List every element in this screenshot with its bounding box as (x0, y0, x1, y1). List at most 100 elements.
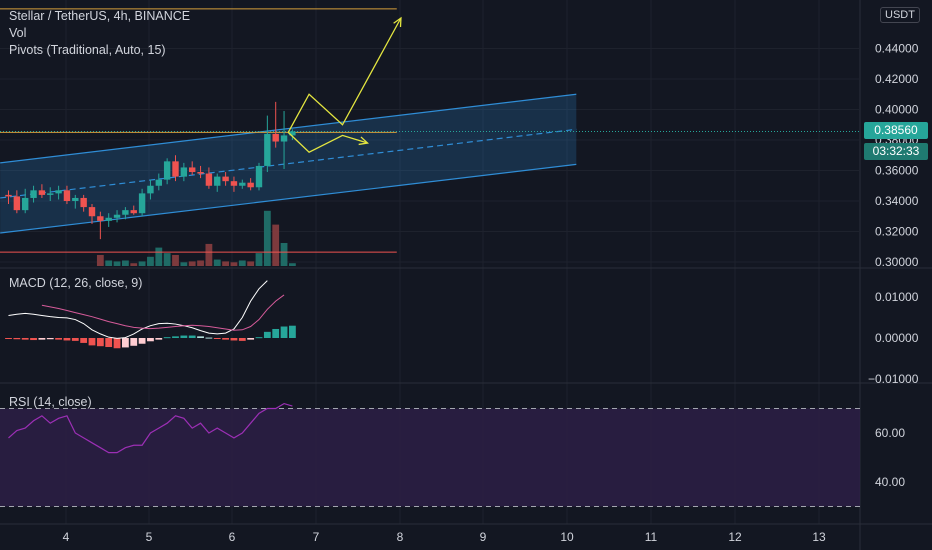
candle-body (72, 197, 79, 201)
macd-histogram-bar (130, 338, 138, 346)
rsi-axis-tick: 60.00 (875, 426, 905, 440)
macd-histogram-bar (155, 338, 163, 340)
macd-axis-tick: 0.01000 (875, 290, 919, 304)
macd-histogram-bar (255, 337, 263, 339)
volume-bar (213, 259, 221, 266)
candle-body (239, 182, 246, 186)
rsi-line (8, 402, 293, 454)
rsi-band (0, 408, 860, 507)
volume-bar (180, 262, 188, 266)
macd-label: MACD (12, 26, close, 9) (9, 276, 143, 290)
arrowhead-down (358, 136, 369, 146)
volume-bar (147, 256, 154, 266)
channel-mid-line (0, 128, 577, 199)
candle-body (130, 210, 137, 214)
candle-body (205, 173, 213, 186)
candle-body (163, 161, 171, 180)
volume-bar (263, 210, 271, 266)
candle-body (289, 131, 296, 136)
macd-histogram-bar (55, 338, 62, 340)
macd-histogram-bar (88, 338, 96, 346)
macd-histogram-bar (46, 338, 54, 340)
volume-bar (113, 261, 121, 266)
projection-path-up (287, 17, 402, 133)
macd-histogram-bar (197, 336, 204, 338)
volume-bar (255, 253, 263, 266)
macd-histogram-bar (138, 338, 146, 344)
volume-bar (230, 262, 238, 266)
candle-body (88, 207, 96, 217)
candle-body (97, 216, 104, 221)
volume-bar (130, 263, 138, 266)
volume-bar (280, 243, 288, 266)
macd-histogram-bar (38, 338, 46, 340)
macd-histogram-bar (222, 338, 229, 340)
time-axis-tick: 6 (229, 530, 236, 544)
candle-body (63, 190, 71, 201)
volume-bar (222, 261, 229, 266)
volume-bar (163, 253, 171, 266)
candle-body (272, 133, 279, 142)
macd-histogram-bar (205, 337, 213, 339)
last-price-tag: 0.38560 (864, 122, 928, 139)
candle-body (55, 190, 62, 194)
volume-label: Vol (9, 26, 27, 40)
volume-bar (96, 254, 104, 266)
candle-body (122, 210, 129, 215)
candle-body (180, 167, 188, 177)
volume-bar (197, 260, 204, 266)
candle-body (255, 165, 263, 188)
candle-body (47, 193, 54, 195)
volume-bar (138, 261, 146, 266)
macd-histogram-bar (63, 338, 71, 341)
time-axis-tick: 7 (313, 530, 320, 544)
time-axis-tick: 4 (63, 530, 70, 544)
macd-histogram-bar (80, 338, 88, 343)
macd-signal-line (41, 294, 285, 331)
candle-body (214, 176, 221, 186)
volume-bar (247, 261, 255, 266)
macd-histogram-bar (247, 338, 255, 340)
macd-axis-tick: −0.01000 (868, 372, 919, 386)
price-axis-tick: 0.32000 (875, 225, 919, 239)
macd-histogram-bar (213, 338, 221, 339)
chart-title: Stellar / TetherUS, 4h, BINANCE (9, 9, 191, 23)
time-axis-tick: 12 (728, 530, 742, 544)
arrowhead-up (393, 16, 402, 28)
candle-body (247, 182, 254, 188)
macd-histogram-bar (5, 338, 12, 339)
currency-badge[interactable]: USDT (880, 7, 920, 23)
macd-histogram-bar (113, 338, 121, 349)
price-axis-tick: 0.34000 (875, 194, 919, 208)
candle-body (172, 161, 179, 177)
price-axis-tick: 0.36000 (875, 164, 919, 178)
macd-histogram-bar (105, 338, 113, 348)
candle-body (230, 181, 238, 186)
projection-path-down (287, 131, 368, 153)
candle-body (105, 217, 112, 221)
channel-upper-line (0, 93, 577, 164)
price-axis-tick: 0.42000 (875, 72, 919, 86)
time-axis-tick: 5 (146, 530, 153, 544)
candle-body (197, 172, 204, 174)
volume-bar (238, 260, 246, 266)
price-axis-tick: 0.40000 (875, 103, 919, 117)
volume-bar (289, 263, 296, 266)
macd-histogram-bar (180, 335, 188, 338)
candle-body (80, 197, 87, 208)
macd-histogram-bar (263, 331, 271, 338)
candle-body (138, 193, 146, 214)
candle-body (147, 185, 154, 194)
macd-histogram-bar (172, 336, 179, 338)
macd-line (8, 280, 268, 339)
time-axis-tick: 9 (480, 530, 487, 544)
candle-body (30, 190, 37, 198)
rsi-axis-tick: 40.00 (875, 475, 905, 489)
macd-histogram-bar (122, 338, 129, 348)
candle-body (189, 167, 196, 173)
candle-body (280, 135, 288, 142)
candle-body (264, 133, 271, 166)
candle-body (5, 194, 12, 197)
macd-histogram-bar (289, 325, 296, 338)
